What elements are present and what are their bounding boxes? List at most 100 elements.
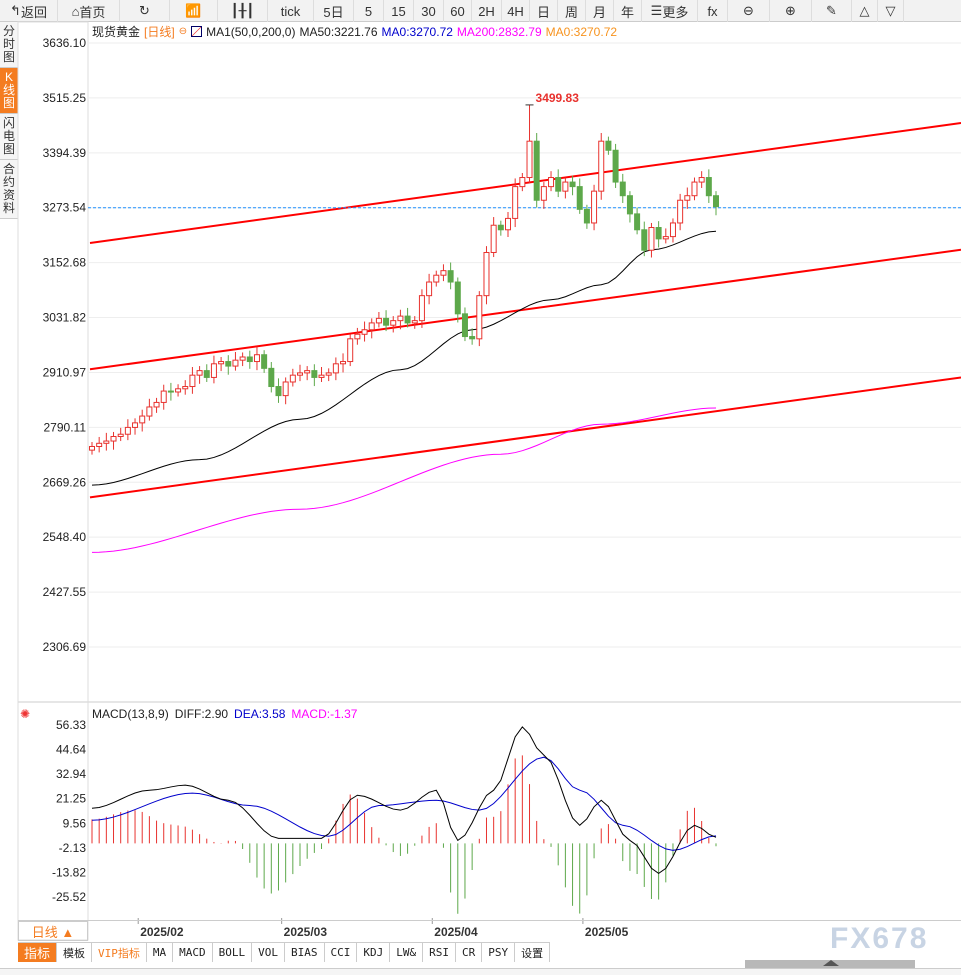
toolbar-label: 2H — [478, 3, 495, 19]
period-5日-button[interactable]: 5日 — [314, 0, 354, 22]
menu-icon: ☰ — [650, 3, 663, 18]
price-tick-label: 2790.11 — [44, 420, 87, 434]
period-月-button[interactable]: 月 — [586, 0, 614, 22]
candle — [153, 401, 160, 408]
indicator-tab-设置[interactable]: 设置 — [515, 943, 551, 962]
indicator-tab-MA[interactable]: MA — [147, 943, 174, 962]
candle — [411, 320, 418, 324]
candle — [210, 363, 217, 378]
indicator-tab-PSY[interactable]: PSY — [482, 943, 516, 962]
ma200-value: MA200:2832.79 — [456, 24, 542, 39]
candle — [469, 336, 476, 340]
pen-button[interactable]: ✎ — [812, 0, 852, 22]
home-button[interactable]: ⌂ 首页 — [58, 0, 120, 22]
candle — [103, 440, 110, 444]
macd-tick-label: 56.33 — [56, 718, 86, 732]
period-5-button[interactable]: 5 — [354, 0, 384, 22]
toolbar-label: 30 — [421, 3, 436, 19]
period-年-button[interactable]: 年 — [614, 0, 642, 22]
price-tick-label: 3031.82 — [43, 311, 87, 325]
candle — [641, 229, 648, 251]
period-4H-button[interactable]: 4H — [502, 0, 530, 22]
price-tick-label: 3636.10 — [43, 36, 87, 50]
macd-tick-label: 32.94 — [56, 767, 86, 781]
indicator-tab-KDJ[interactable]: KDJ — [357, 943, 391, 962]
period-30-button[interactable]: 30 — [414, 0, 444, 22]
fx-button[interactable]: fx — [698, 0, 728, 22]
candle — [297, 372, 303, 376]
back-button[interactable]: ↰ 返回 — [0, 0, 58, 22]
candle — [275, 386, 282, 397]
macd-name: MACD(13,8,9) — [92, 707, 169, 721]
indicator-tab-CR[interactable]: CR — [456, 943, 483, 962]
candle — [591, 190, 598, 224]
indicator-tab-CCI[interactable]: CCI — [325, 943, 358, 962]
candle — [282, 381, 289, 397]
indicator-tab-LW&[interactable]: LW& — [390, 943, 424, 962]
indicator-tab-BIAS[interactable]: BIAS — [285, 943, 325, 962]
candle — [713, 195, 719, 208]
chevron-up-icon[interactable] — [823, 960, 839, 966]
candle — [203, 370, 210, 378]
date-label: 2025/03 — [283, 925, 328, 939]
indicator-tab-BOLL[interactable]: BOLL — [213, 943, 253, 962]
candle — [418, 295, 425, 322]
toolbar-label: 月 — [592, 4, 606, 20]
left-tab-1[interactable]: K线图 — [0, 68, 18, 114]
candle — [318, 374, 325, 378]
left-tab-2[interactable]: 闪电图 — [0, 114, 18, 160]
indicator-tab-模板[interactable]: 模板 — [57, 943, 93, 962]
indicator-tab-指标[interactable]: 指标 — [18, 943, 58, 962]
trend-line[interactable] — [89, 122, 961, 244]
triangle-down-button[interactable]: ▽ — [878, 0, 904, 22]
menu-button[interactable]: ☰ 更多 — [642, 0, 698, 22]
candle — [519, 177, 526, 188]
indicator-tab-MACD[interactable]: MACD — [173, 943, 213, 962]
period-周-button[interactable]: 周 — [558, 0, 586, 22]
candle — [505, 217, 511, 231]
candlestick-button[interactable]: ┃╂┃ — [218, 0, 268, 22]
zoom-out-button[interactable]: ⊖ — [728, 0, 770, 22]
candle — [325, 372, 332, 376]
period-15-button[interactable]: 15 — [384, 0, 414, 22]
macd-settings-icon[interactable]: ✺ — [20, 707, 31, 721]
period-60-button[interactable]: 60 — [444, 0, 472, 22]
price-tick-label: 2427.55 — [43, 585, 87, 599]
candle — [261, 354, 268, 369]
trend-line[interactable] — [89, 376, 961, 499]
indicator-tab-VOL[interactable]: VOL — [252, 943, 286, 962]
indicator-icon[interactable] — [191, 26, 203, 37]
left-tab-0[interactable]: 分时图 — [0, 22, 18, 68]
toolbar-label: 更多 — [662, 4, 689, 20]
zoom-in-button[interactable]: ⊕ — [770, 0, 812, 22]
candle — [454, 281, 461, 315]
scrollbar[interactable] — [745, 960, 915, 968]
dea-value: DEA:3.58 — [234, 707, 286, 721]
period-2H-button[interactable]: 2H — [472, 0, 502, 22]
candle — [497, 224, 504, 231]
refresh-button[interactable]: ↻ — [120, 0, 170, 22]
bar-chart-button[interactable]: 📶 — [170, 0, 218, 22]
triangle-up-button[interactable]: △ — [852, 0, 878, 22]
settings-icon[interactable]: ⊖ — [178, 26, 188, 37]
candle — [440, 270, 447, 276]
back-icon: ↰ — [10, 3, 21, 18]
candle — [218, 361, 225, 365]
left-tab-3[interactable]: 合约资料 — [0, 160, 18, 219]
candle — [268, 367, 275, 388]
indicator-tab-VIP指标[interactable]: VIP指标 — [92, 943, 147, 962]
indicator-tab-RSI[interactable]: RSI — [423, 943, 457, 962]
period-tick-button[interactable]: tick — [268, 0, 314, 22]
candle — [397, 315, 404, 322]
period-日-button[interactable]: 日 — [530, 0, 558, 22]
candle — [677, 199, 684, 224]
trend-line[interactable] — [89, 248, 961, 371]
candle — [540, 186, 547, 201]
high-price-label: 3499.83 — [536, 91, 580, 105]
price-legend: 现货黄金 [日线] ⊖ MA1(50,0,200,0) MA50:3221.76… — [92, 23, 617, 40]
toolbar-label: 年 — [620, 4, 634, 20]
candle — [447, 270, 454, 283]
symbol-name: 现货黄金 — [92, 25, 141, 39]
period-button[interactable]: 日线 ▲ — [18, 921, 88, 941]
